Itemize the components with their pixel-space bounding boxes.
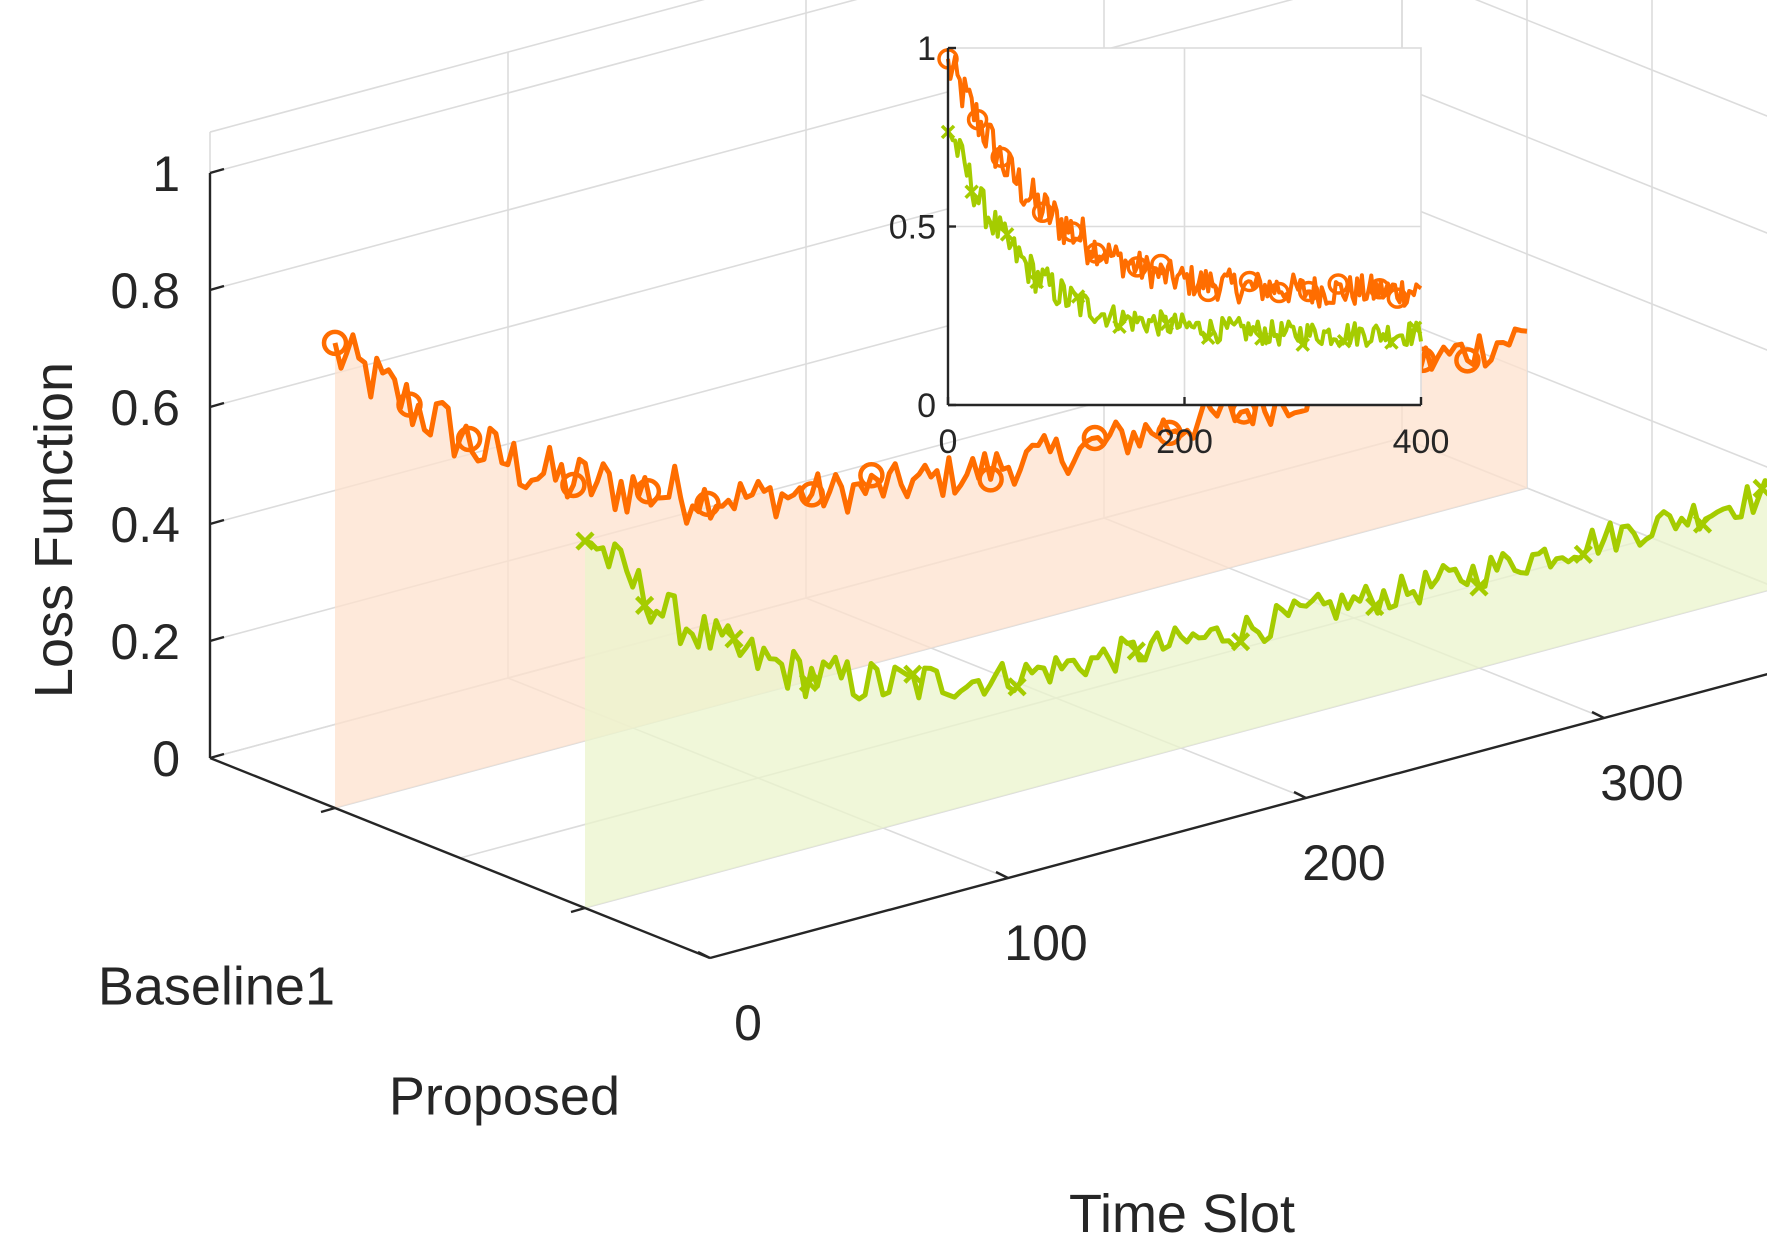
inset-marker-x [1029,274,1044,290]
inset-marker-x [1254,331,1269,346]
x-axis-label: Time Slot [1069,1184,1295,1244]
inset-marker-x [1384,335,1399,350]
z-tick [209,401,225,409]
inset-marker-x [999,227,1015,242]
inset-marker-circle [1085,242,1107,264]
x-tick [1293,790,1307,800]
marker-circle [977,466,1004,493]
inset-marker-circle [1031,201,1054,223]
marker-circle [560,471,587,499]
inset-marker-circle [1327,273,1349,295]
marker-circle [396,391,423,418]
category-tick [320,806,336,814]
marker-x [635,595,655,615]
marker-circle [1156,419,1183,447]
marker-x [1469,577,1489,597]
inset-marker-circle [1297,280,1320,303]
inset-marker-x [1295,337,1310,352]
inset-marker-circle [1368,278,1391,300]
inset-marker-x [1407,320,1423,336]
z-tick-label: 0 [152,731,180,787]
marker-x [1007,677,1027,697]
marker-x [1365,596,1385,617]
marker-x [1752,478,1767,498]
inset-y-tick-label: 1 [917,30,936,68]
inset-marker-circle [1238,270,1261,293]
x-tick-label: 100 [1004,915,1087,971]
marker-x [575,531,595,551]
inset-x-tick-label: 200 [1156,423,1213,461]
inset-x-tick-label: 400 [1393,423,1450,461]
z-tick-label: 1 [152,146,180,202]
inset-marker-circle [966,108,989,131]
inset-marker-circle [1386,287,1409,309]
marker-x [724,629,744,649]
z-tick-label: 0.2 [110,614,180,670]
z-tick-label: 0.8 [110,263,180,319]
z-tick-label: 0.4 [110,497,180,553]
marker-x [1573,544,1593,564]
z-tick-label: 0.6 [110,380,180,436]
wall-top-edge [209,0,705,133]
marker-circle [694,490,721,518]
marker-circle [1454,347,1481,374]
inset-y-tick-label: 0 [917,387,936,425]
z-gridline [209,0,858,174]
marker-x [1692,514,1713,534]
x-tick-label: 200 [1302,835,1385,891]
marker-circle [321,329,349,357]
inset-marker-x [1112,319,1127,334]
z-tick [209,752,225,760]
category-tick [570,906,586,914]
axes: 0 0.2 0.4 0.6 0.8 1 0 100 200 300 400 [110,146,1767,1051]
inset-marker-circle [1197,280,1219,303]
z-tick [209,167,225,175]
x-tick [697,950,711,960]
z-gridline [209,0,1767,291]
inset-marker-circle [1268,281,1290,304]
marker-x [798,672,819,693]
series-fills [335,329,1767,908]
marker-circle [1081,424,1109,452]
inset-marker-circle [1150,253,1172,276]
inset-marker-x [964,184,979,199]
marker-circle [798,481,826,508]
inset-marker-x [1159,316,1174,332]
marker-circle [634,478,662,505]
inset-y-tick-label: 0.5 [889,209,936,247]
z-tick [209,284,225,292]
inset-marker-x [1336,333,1352,349]
series-fill-proposed [585,480,1767,908]
inset-x-tick-label: 0 [939,423,958,461]
inset-marker-circle [990,146,1012,168]
inset-chart: 0 200 400 0 0.5 1 [889,30,1450,461]
category-axis-line [209,756,711,960]
x-tick [1591,710,1605,720]
marker-x [1231,632,1251,652]
marker-x [903,664,923,684]
z-tick [209,518,225,526]
x-tick-label: 0 [734,995,762,1051]
marker-circle [858,462,885,489]
inset-marker-circle [1061,221,1083,243]
z-tick [209,635,225,643]
inset-marker-circle [1126,256,1148,278]
inset-marker-x [1070,289,1086,304]
x-tick [995,870,1009,880]
marker-circle [455,425,483,453]
x-tick-label: 300 [1600,755,1683,811]
category-label-proposed: Proposed [389,1066,620,1126]
axis-labels: Loss Function Time Slot Baseline1 Propos… [24,362,1295,1244]
z-axis-label: Loss Function [24,362,84,698]
main-3d-chart: 00.20.40.60.810100200300400 Loss Functio… [24,0,1767,1244]
category-label-baseline1: Baseline1 [98,956,335,1016]
inset-marker-x [1200,330,1216,346]
marker-x [1126,641,1146,661]
